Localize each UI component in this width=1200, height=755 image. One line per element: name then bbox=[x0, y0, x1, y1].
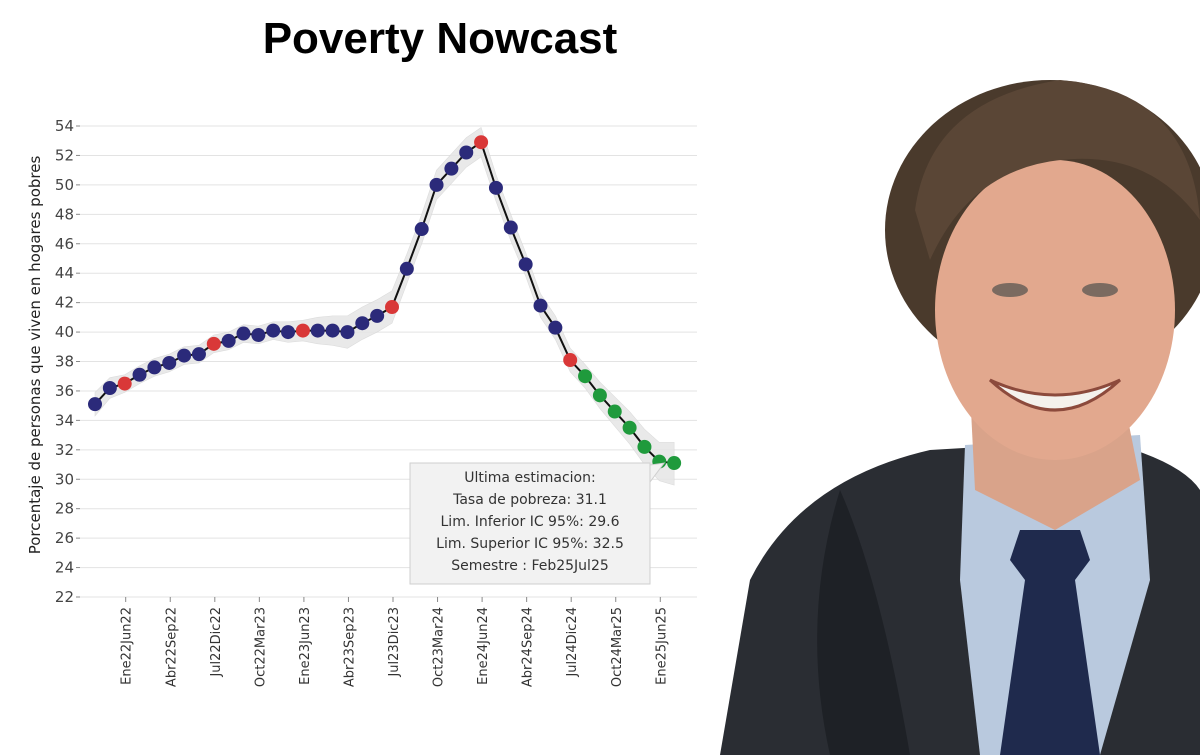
page-title: Poverty Nowcast bbox=[262, 14, 618, 63]
x-tick-label: Oct22Mar23 bbox=[253, 607, 268, 687]
x-tick-label: Ene22Jun22 bbox=[120, 607, 135, 685]
series-points bbox=[88, 135, 682, 471]
y-tick-label: 44 bbox=[55, 264, 74, 282]
y-tick-label: 26 bbox=[55, 529, 74, 547]
y-tick-label: 40 bbox=[55, 323, 74, 341]
data-point bbox=[444, 161, 459, 176]
data-point bbox=[637, 439, 652, 454]
data-point bbox=[399, 261, 414, 276]
data-point bbox=[622, 420, 637, 435]
x-tick-label: Oct23Mar24 bbox=[432, 607, 447, 687]
data-point bbox=[355, 316, 370, 331]
tooltip-line: Lim. Superior IC 95%: 32.5 bbox=[436, 536, 624, 552]
data-point bbox=[385, 300, 399, 315]
tooltip-line: Semestre : Feb25Jul25 bbox=[451, 558, 609, 574]
series-line bbox=[94, 140, 675, 465]
data-point bbox=[592, 388, 607, 403]
y-tick-label: 46 bbox=[55, 235, 74, 253]
poverty-line-chart: 22 24 26 28 30 32 34 36 38 40 42 44 46 48 50 52 54 Ene22… bbox=[26, 117, 697, 687]
data-point bbox=[295, 323, 310, 338]
data-point bbox=[370, 308, 385, 323]
data-point bbox=[251, 328, 266, 343]
tooltip-box bbox=[409, 462, 651, 585]
data-point bbox=[206, 336, 221, 351]
y-tick-label: 30 bbox=[55, 470, 74, 488]
portrait-photo bbox=[720, 80, 1200, 755]
x-tick-label: Jul22Dic22 bbox=[209, 607, 224, 678]
y-tick-label: 52 bbox=[55, 146, 74, 164]
data-point bbox=[132, 367, 147, 382]
x-tick-label: Jul23Dic23 bbox=[387, 607, 402, 678]
y-tick-label: 32 bbox=[55, 441, 74, 459]
confidence-band bbox=[94, 126, 675, 486]
y-axis-ticks: 22 24 26 28 30 32 34 36 38 40 42 44 46 48 50 52 54 bbox=[55, 117, 80, 606]
x-tick-label: Abr23Sep23 bbox=[342, 607, 357, 687]
y-tick-label: 22 bbox=[55, 588, 74, 606]
tooltip-line: Lim. Inferior IC 95%: 29.6 bbox=[441, 514, 620, 530]
data-point bbox=[221, 333, 236, 348]
y-tick-label: 54 bbox=[55, 117, 74, 135]
data-point bbox=[117, 376, 132, 391]
data-point bbox=[429, 177, 444, 192]
data-point bbox=[607, 404, 622, 419]
data-point bbox=[266, 323, 281, 338]
data-point bbox=[236, 326, 251, 341]
y-tick-label: 36 bbox=[55, 382, 74, 400]
y-axis-label: Porcentaje de personas que viven en hoga… bbox=[26, 156, 44, 555]
data-point bbox=[147, 360, 162, 375]
x-tick-label: Abr22Sep22 bbox=[164, 607, 179, 687]
data-point bbox=[340, 325, 355, 340]
data-point bbox=[533, 298, 548, 313]
data-point bbox=[191, 347, 206, 362]
data-point bbox=[459, 145, 474, 160]
data-point bbox=[578, 369, 593, 384]
data-point bbox=[414, 222, 429, 237]
x-tick-label: Ene23Jun23 bbox=[298, 607, 313, 685]
data-point bbox=[281, 325, 296, 340]
data-point bbox=[474, 135, 489, 150]
x-tick-label: Ene25Jun25 bbox=[654, 607, 669, 685]
data-point bbox=[102, 380, 117, 395]
y-tick-label: 24 bbox=[55, 559, 74, 577]
y-tick-label: 34 bbox=[55, 411, 74, 429]
y-tick-label: 28 bbox=[55, 500, 74, 518]
x-axis-ticks: Ene22Jun22 Abr22Sep22 Jul22Dic22 Oct22Mar23… bbox=[120, 597, 669, 687]
tooltip-line: Tasa de pobreza: 31.1 bbox=[452, 492, 607, 508]
data-point bbox=[177, 348, 192, 363]
data-point bbox=[88, 397, 102, 412]
x-tick-label: Abr24Sep24 bbox=[521, 607, 536, 687]
tooltip-line: Ultima estimacion: bbox=[464, 470, 595, 486]
y-tick-label: 48 bbox=[55, 205, 74, 223]
data-point bbox=[310, 323, 325, 338]
y-tick-label: 38 bbox=[55, 353, 74, 371]
data-point bbox=[667, 456, 682, 471]
data-point bbox=[518, 257, 533, 272]
data-point bbox=[563, 353, 578, 368]
data-point bbox=[325, 323, 340, 338]
x-tick-label: Oct24Mar25 bbox=[610, 607, 625, 687]
data-point bbox=[162, 355, 177, 370]
y-tick-label: 50 bbox=[55, 176, 74, 194]
data-point bbox=[488, 180, 503, 195]
last-estimate-tooltip: Ultima estimacion: Tasa de pobreza: 31.1 L… bbox=[409, 462, 666, 585]
data-point bbox=[548, 320, 563, 335]
y-tick-label: 42 bbox=[55, 294, 74, 312]
data-point bbox=[503, 220, 518, 235]
x-tick-label: Jul24Dic24 bbox=[565, 607, 580, 678]
x-tick-label: Ene24Jun24 bbox=[476, 607, 491, 685]
